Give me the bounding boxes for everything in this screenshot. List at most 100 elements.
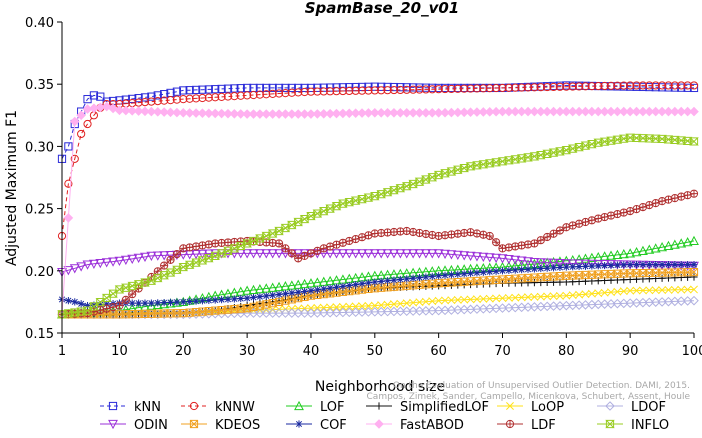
data-point (274, 239, 284, 248)
data-point (395, 184, 406, 193)
data-point (294, 83, 303, 93)
data-point (287, 83, 296, 93)
data-point (440, 107, 450, 118)
data-point (114, 105, 125, 116)
data-point (537, 264, 545, 273)
data-point (485, 84, 494, 93)
data-point (186, 297, 194, 306)
data-point (408, 306, 418, 316)
data-point (267, 308, 278, 318)
data-point (492, 267, 500, 275)
data-point (677, 285, 686, 294)
data-point (127, 106, 138, 116)
data-point (83, 119, 92, 129)
data-point (543, 292, 552, 301)
data-point (594, 262, 602, 270)
data-point (159, 107, 169, 117)
legend-label: FastABOD (400, 418, 464, 433)
data-point (319, 83, 328, 92)
data-point (619, 81, 628, 90)
data-point (382, 188, 393, 197)
data-point (619, 208, 628, 217)
data-point (408, 108, 418, 118)
data-point (389, 186, 399, 195)
data-point (683, 285, 692, 294)
data-point (325, 108, 335, 119)
data-point (600, 212, 609, 222)
data-point (255, 90, 264, 99)
x-tick-label: 20 (175, 344, 192, 359)
data-point (256, 293, 264, 301)
data-point (364, 301, 373, 310)
data-point (306, 83, 316, 93)
legend-marker (375, 402, 383, 410)
data-point (205, 296, 213, 305)
data-point (644, 106, 655, 117)
data-point (300, 287, 309, 296)
data-point (389, 249, 399, 259)
data-point (505, 266, 513, 275)
data-point (581, 290, 590, 299)
data-point (230, 295, 238, 303)
data-point (689, 235, 699, 246)
legend-label: LDOF (631, 400, 666, 415)
data-point (479, 294, 488, 303)
data-point (69, 264, 80, 274)
data-point (631, 106, 642, 117)
data-point (669, 239, 680, 249)
chart-title: SpamBase_20_v01 (305, 0, 459, 17)
data-point (497, 254, 508, 264)
data-point (460, 295, 469, 304)
data-point (473, 269, 481, 277)
data-point (261, 109, 272, 119)
data-point (664, 274, 673, 282)
data-point (606, 81, 616, 90)
data-point (141, 299, 149, 307)
data-point (626, 81, 635, 90)
data-point (280, 109, 291, 119)
data-point (440, 249, 450, 260)
data-point (300, 87, 309, 97)
data-point (300, 83, 309, 93)
data-point (658, 260, 666, 269)
data-point (338, 307, 348, 318)
data-point (562, 291, 571, 300)
data-point (536, 83, 545, 92)
data-point (127, 281, 138, 291)
data-point (466, 269, 475, 277)
data-point (134, 98, 143, 107)
data-point (165, 107, 176, 118)
data-point (229, 108, 240, 119)
data-point (370, 82, 379, 91)
data-point (262, 83, 271, 93)
data-point (402, 85, 411, 94)
data-point (307, 287, 315, 295)
data-point (299, 308, 310, 318)
legend-label: ODIN (134, 418, 168, 433)
y-tick-label: 0.35 (25, 78, 54, 93)
data-point (612, 106, 623, 117)
legend-marker (189, 419, 199, 429)
data-point (211, 93, 220, 102)
data-point (76, 110, 86, 121)
data-point (395, 108, 406, 118)
series-knnw (57, 81, 699, 241)
data-point (339, 282, 347, 290)
data-point (160, 96, 169, 105)
data-point (101, 258, 112, 268)
data-point (249, 293, 258, 302)
data-point (440, 84, 450, 94)
data-point (446, 250, 457, 260)
legend-item: KDEOS (181, 418, 260, 433)
data-point (319, 87, 328, 96)
data-point (421, 297, 430, 306)
data-point (280, 281, 291, 291)
data-point (382, 108, 393, 118)
data-point (599, 251, 610, 261)
data-point (543, 278, 551, 286)
data-point (331, 249, 342, 259)
data-point (101, 101, 112, 112)
data-point (82, 306, 93, 315)
data-point (306, 308, 316, 318)
data-point (108, 257, 119, 267)
